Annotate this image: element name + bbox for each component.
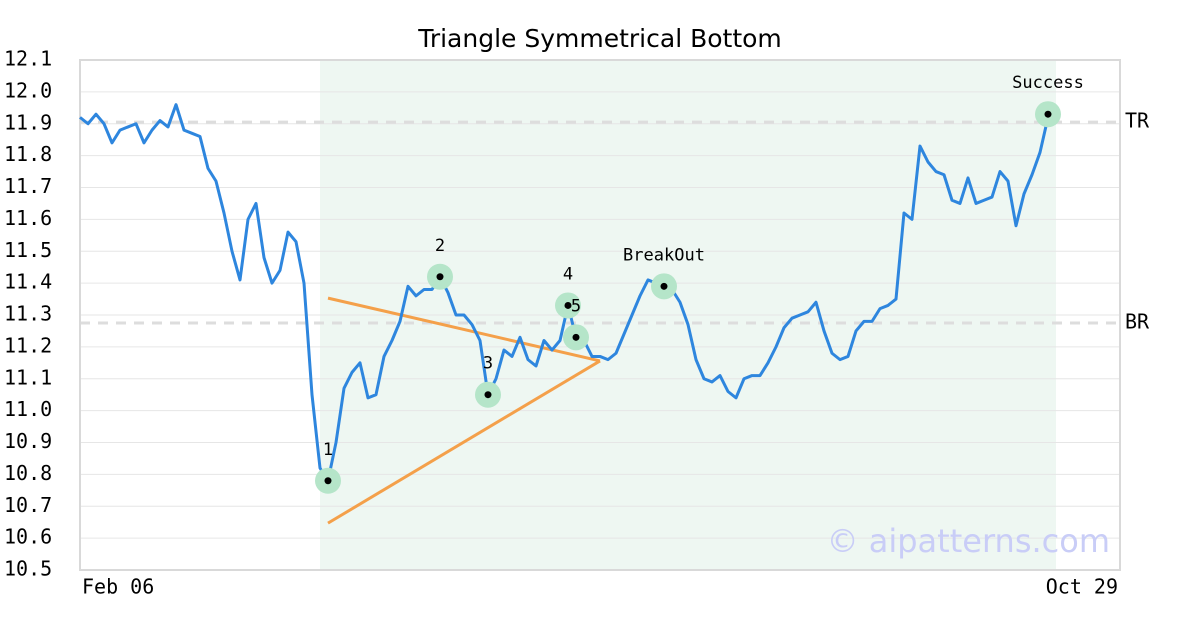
x-tick-label: Feb 06 — [82, 575, 154, 599]
pattern-label: 4 — [563, 264, 573, 284]
watermark: © aipatterns.com — [827, 522, 1110, 560]
reference-label: TR — [1125, 109, 1150, 133]
y-tick-label: 11.6 — [4, 206, 52, 230]
y-tick-label: 11.0 — [4, 397, 52, 421]
y-tick-label: 11.1 — [4, 365, 52, 389]
y-tick-label: 12.1 — [4, 47, 52, 71]
y-tick-label: 11.3 — [4, 302, 52, 326]
reference-label: BR — [1125, 309, 1150, 333]
y-tick-label: 11.4 — [4, 270, 52, 294]
y-tick-label: 11.2 — [4, 333, 52, 357]
pattern-label: 1 — [323, 440, 333, 460]
x-tick-label: Oct 29 — [1046, 575, 1118, 599]
triangle-line — [327, 359, 601, 525]
triangle-line — [327, 296, 601, 363]
y-tick-label: 10.7 — [4, 493, 52, 517]
y-tick-label: 11.9 — [4, 110, 52, 134]
pattern-label: Success — [1012, 73, 1084, 93]
y-tick-label: 10.5 — [4, 557, 52, 581]
chart-title: Triangle Symmetrical Bottom — [417, 24, 782, 53]
pattern-label: 3 — [483, 354, 493, 374]
y-tick-label: 11.5 — [4, 238, 52, 262]
y-tick-label: 10.9 — [4, 429, 52, 453]
y-tick-label: 11.8 — [4, 142, 52, 166]
pattern-point — [436, 273, 444, 281]
pattern-point — [484, 391, 492, 399]
pattern-point — [572, 333, 580, 341]
pattern-point — [564, 301, 572, 309]
y-tick-label: 10.6 — [4, 525, 52, 549]
pattern-point — [324, 477, 332, 485]
pattern-label: BreakOut — [623, 245, 705, 265]
plot-frame — [79, 59, 1121, 571]
pattern-point — [660, 282, 668, 290]
y-tick-label: 12.0 — [4, 78, 52, 102]
pattern-label: 2 — [435, 236, 445, 256]
pattern-point — [1044, 110, 1052, 118]
pattern-label: 5 — [571, 296, 581, 316]
y-tick-label: 11.7 — [4, 174, 52, 198]
y-tick-label: 10.8 — [4, 461, 52, 485]
